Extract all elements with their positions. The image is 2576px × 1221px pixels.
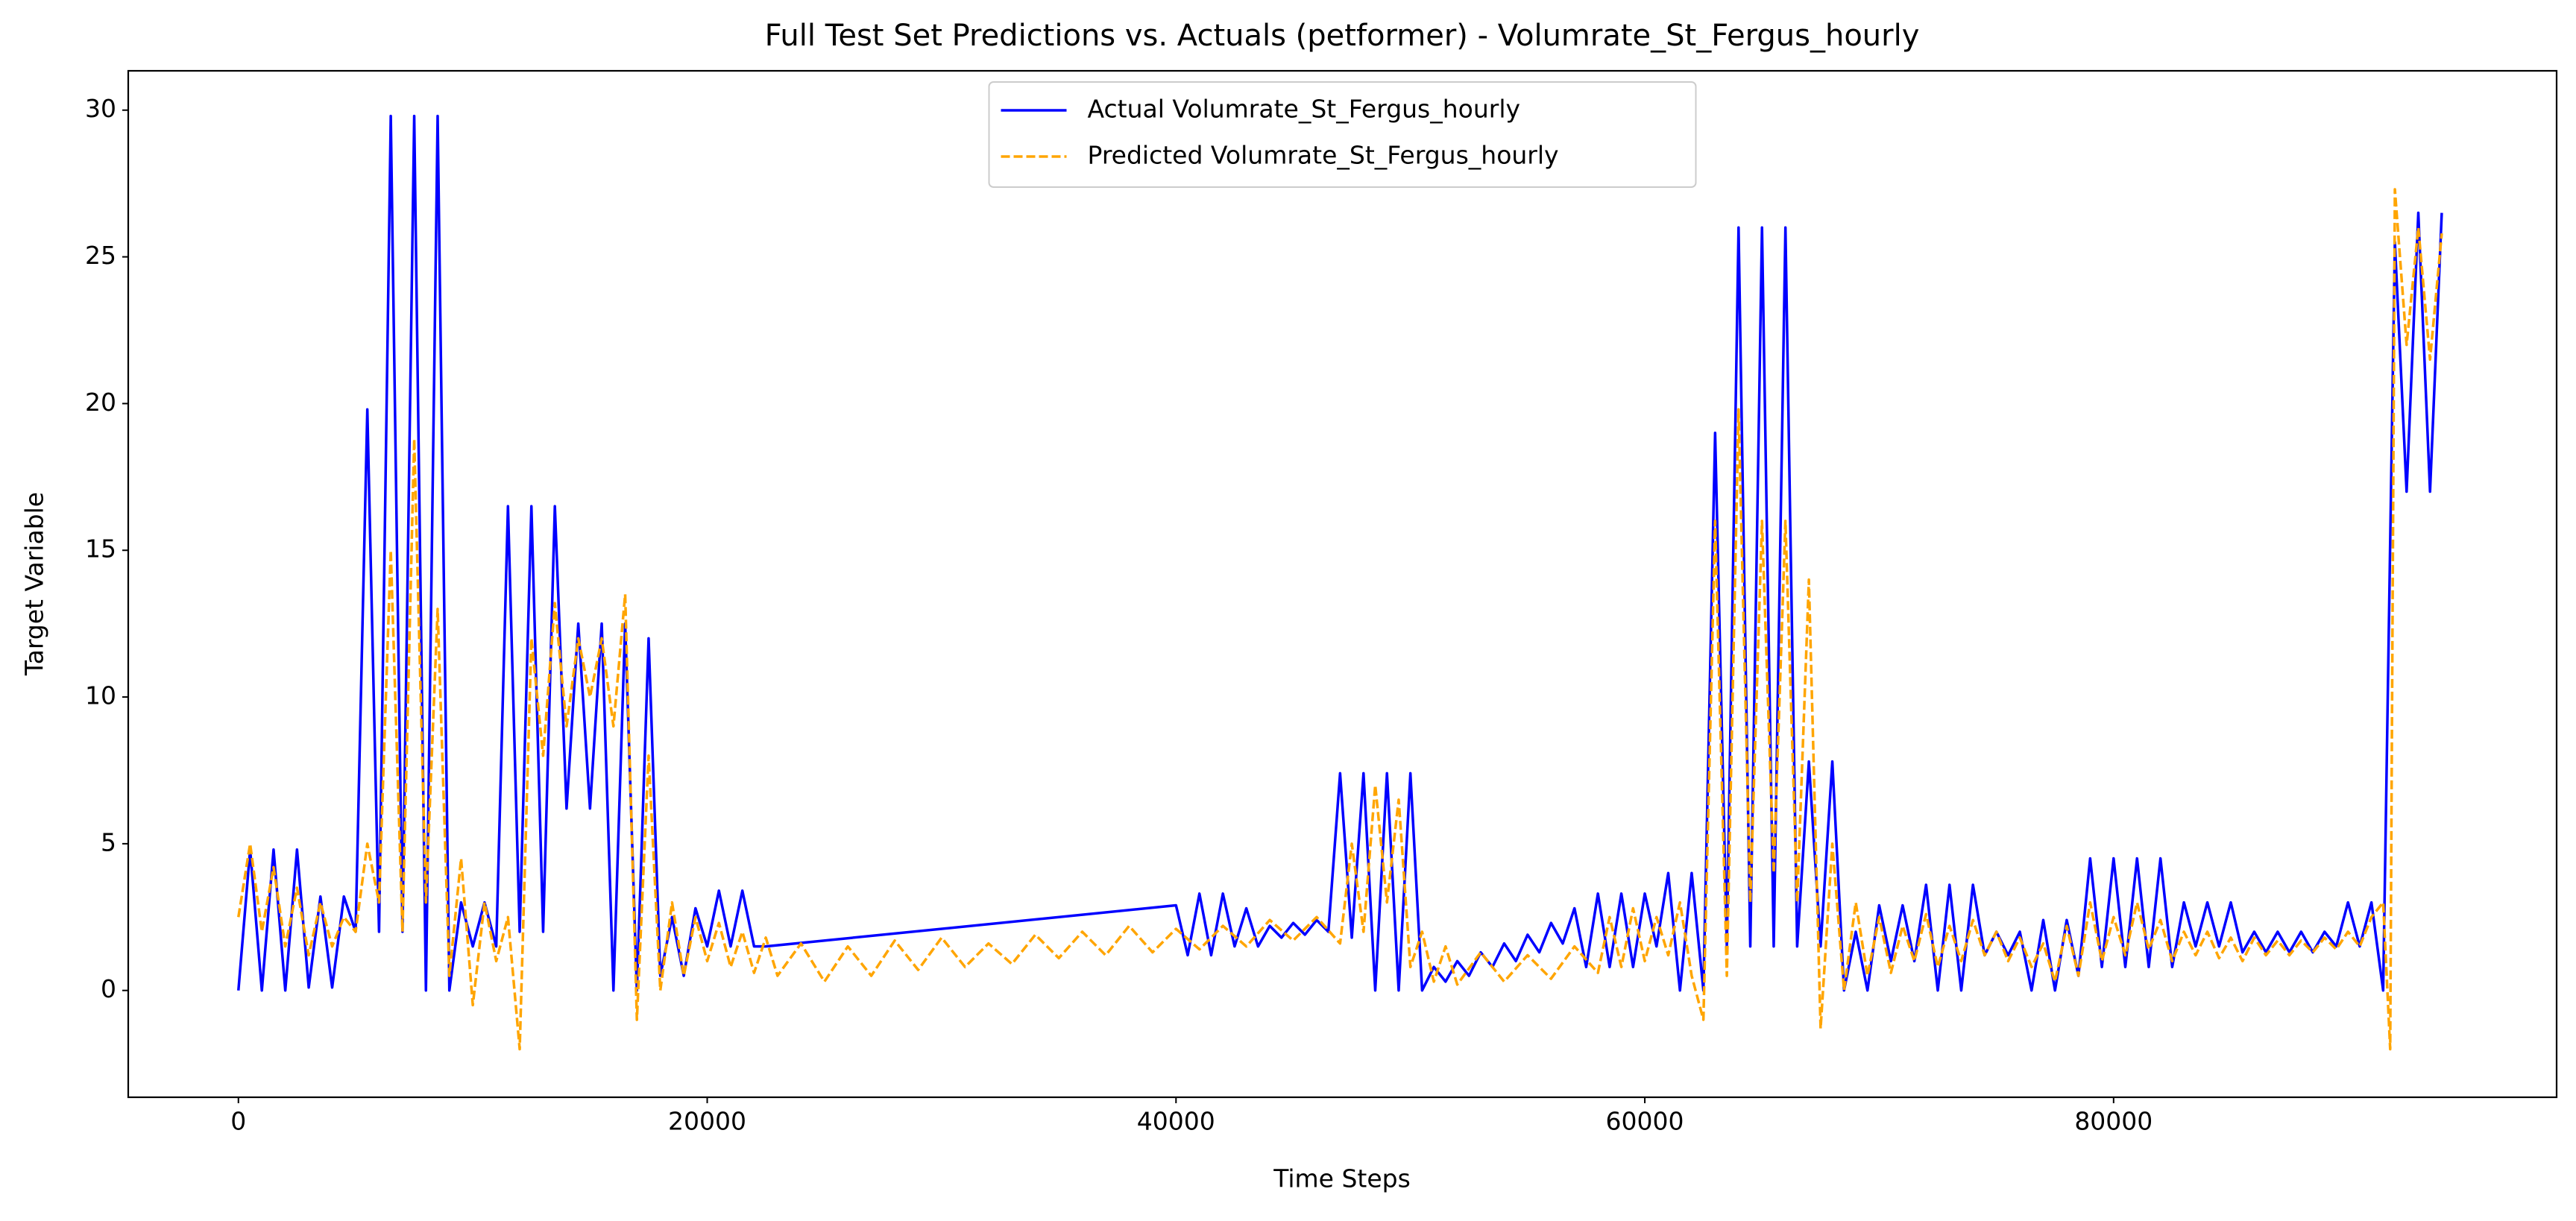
legend-label: Actual Volumrate_St_Fergus_hourly xyxy=(1088,95,1521,124)
y-tick-label: 30 xyxy=(85,94,116,123)
y-axis-label: Target Variable xyxy=(20,492,49,676)
x-tick-label: 20000 xyxy=(668,1107,746,1136)
legend-box xyxy=(988,81,1697,188)
x-tick-label: 60000 xyxy=(1606,1107,1684,1136)
series-line xyxy=(237,114,2443,992)
x-tick-label: 40000 xyxy=(1137,1107,1215,1136)
x-axis-label: Time Steps xyxy=(1273,1164,1411,1193)
legend: Actual Volumrate_St_Fergus_hourly Predict… xyxy=(988,81,1697,188)
y-tick-label: 15 xyxy=(85,534,116,564)
y-tick-label: 10 xyxy=(85,681,116,710)
y-tick-label: 20 xyxy=(85,388,116,417)
plot-frame xyxy=(127,69,2558,1099)
x-tick-label: 0 xyxy=(230,1107,246,1136)
chart-title: Full Test Set Predictions vs. Actuals (p… xyxy=(765,19,1920,53)
x-tick-label: 80000 xyxy=(2074,1107,2153,1136)
y-tick-label: 5 xyxy=(101,827,116,856)
y-tick-label: 0 xyxy=(101,974,116,1003)
series-line xyxy=(237,188,2443,1051)
legend-label: Predicted Volumrate_St_Fergus_hourly xyxy=(1088,141,1559,170)
y-tick-label: 25 xyxy=(85,241,116,270)
